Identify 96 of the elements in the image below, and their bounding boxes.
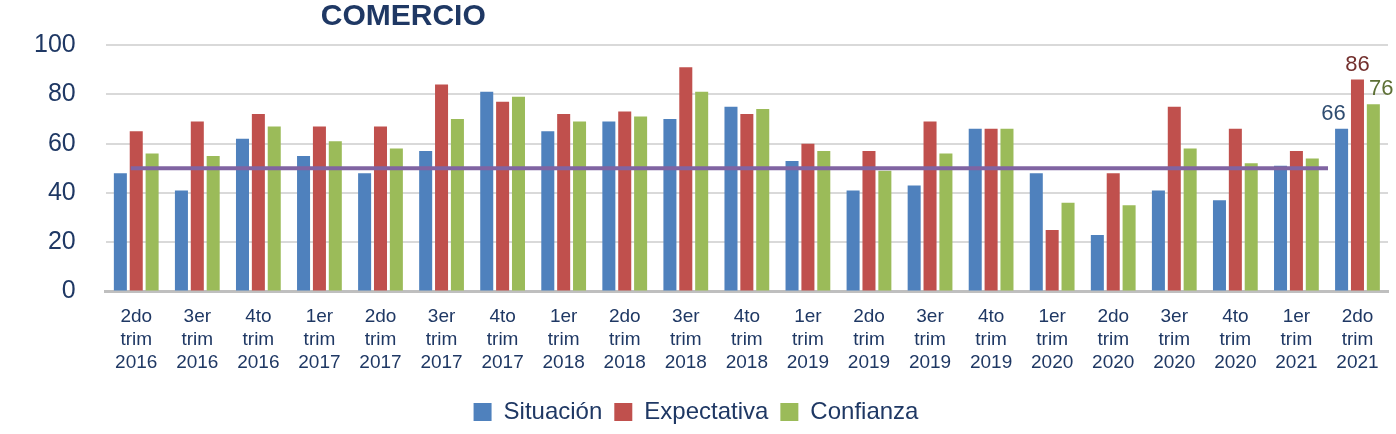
bar — [602, 121, 616, 291]
bar — [817, 151, 831, 291]
bar — [923, 121, 937, 291]
legend-label: Confianza — [810, 396, 920, 424]
bar — [846, 190, 860, 291]
y-tick-label: 0 — [61, 275, 76, 304]
bar — [312, 126, 326, 291]
x-tick-label: 3er trim 2020 — [1153, 305, 1196, 372]
bar — [756, 109, 770, 291]
bar — [450, 118, 464, 291]
x-tick-label: 1er trim 2021 — [1275, 305, 1318, 372]
bar — [740, 114, 754, 291]
y-tick-label: 40 — [47, 176, 76, 205]
data-label: 66 — [1321, 99, 1346, 125]
x-tick-label: 1er trim 2017 — [298, 305, 341, 372]
bar — [235, 138, 249, 291]
x-tick-label: 1er trim 2020 — [1031, 305, 1074, 372]
bar — [419, 151, 433, 291]
x-tick-label: 4to trim 2017 — [481, 305, 524, 372]
y-tick-label: 100 — [33, 28, 76, 57]
bar — [435, 84, 449, 291]
bar — [1029, 173, 1043, 291]
bar — [785, 160, 799, 291]
bar — [618, 111, 632, 291]
bar — [557, 114, 571, 291]
bar — [328, 141, 342, 291]
bar — [1366, 104, 1380, 291]
x-tick-label: 3er trim 2017 — [420, 305, 463, 372]
bar — [1335, 128, 1349, 291]
x-tick-label: 4to trim 2016 — [237, 305, 280, 372]
bar — [267, 126, 281, 291]
bar — [907, 185, 921, 291]
x-tick-label: 2do trim 2021 — [1336, 305, 1379, 372]
y-tick-label: 60 — [47, 127, 76, 156]
bar — [511, 96, 525, 291]
bar — [190, 121, 204, 291]
chart-title: COMERCIO — [320, 0, 486, 32]
bar — [1183, 148, 1197, 291]
x-tick-label: 1er trim 2019 — [786, 305, 830, 372]
bar — [129, 131, 143, 291]
y-tick-label: 80 — [47, 78, 76, 107]
bar — [695, 91, 709, 291]
bar — [939, 153, 953, 291]
bar — [206, 155, 220, 291]
bar — [145, 153, 159, 291]
bar — [480, 91, 494, 291]
bar — [862, 151, 876, 291]
bar — [1350, 79, 1364, 291]
bar — [878, 170, 892, 291]
bar — [297, 155, 311, 291]
bar — [984, 128, 998, 291]
x-tick-label: 4to trim 2018 — [725, 305, 768, 372]
bar — [1289, 151, 1303, 291]
x-tick-label: 1er trim 2018 — [542, 305, 585, 372]
bar — [801, 143, 815, 291]
x-tick-label: 2do trim 2019 — [847, 305, 891, 372]
x-tick-label: 3er trim 2019 — [908, 305, 952, 372]
bar — [113, 173, 127, 291]
bar — [968, 128, 982, 291]
x-tick-label: 2do trim 2020 — [1092, 305, 1135, 372]
bar — [573, 121, 587, 291]
x-tick-label: 3er trim 2016 — [176, 305, 219, 372]
bar — [1228, 128, 1242, 291]
bar — [1061, 202, 1075, 291]
bar — [251, 114, 265, 291]
x-tick-label: 4to trim 2020 — [1214, 305, 1257, 372]
data-label: 86 — [1345, 50, 1370, 76]
bar — [389, 148, 403, 291]
bar — [174, 190, 188, 291]
bar — [1244, 163, 1258, 291]
bar — [373, 126, 387, 291]
bar — [663, 118, 677, 291]
y-tick-label: 20 — [47, 226, 76, 255]
bar — [541, 131, 555, 291]
bar — [679, 67, 693, 291]
bar — [1212, 200, 1226, 291]
bar — [1000, 128, 1014, 291]
x-tick-label: 3er trim 2018 — [664, 305, 707, 372]
bar — [496, 101, 510, 291]
bar — [1090, 234, 1104, 291]
bar — [1122, 205, 1136, 291]
bar — [1045, 229, 1059, 291]
bar — [1305, 158, 1319, 291]
bar — [634, 116, 648, 291]
x-tick-label: 2do trim 2017 — [359, 305, 402, 372]
data-label: 76 — [1369, 75, 1394, 101]
x-tick-label: 4to trim 2019 — [969, 305, 1013, 372]
legend-label: Situación — [503, 396, 603, 424]
bar — [358, 173, 372, 291]
bar — [1106, 173, 1120, 291]
bar — [1167, 106, 1181, 291]
bar — [724, 106, 738, 291]
legend-label: Expectativa — [644, 396, 770, 424]
x-tick-label: 2do trim 2018 — [603, 305, 646, 372]
x-tick-label: 2do trim 2016 — [115, 305, 158, 372]
bar — [1151, 190, 1165, 291]
